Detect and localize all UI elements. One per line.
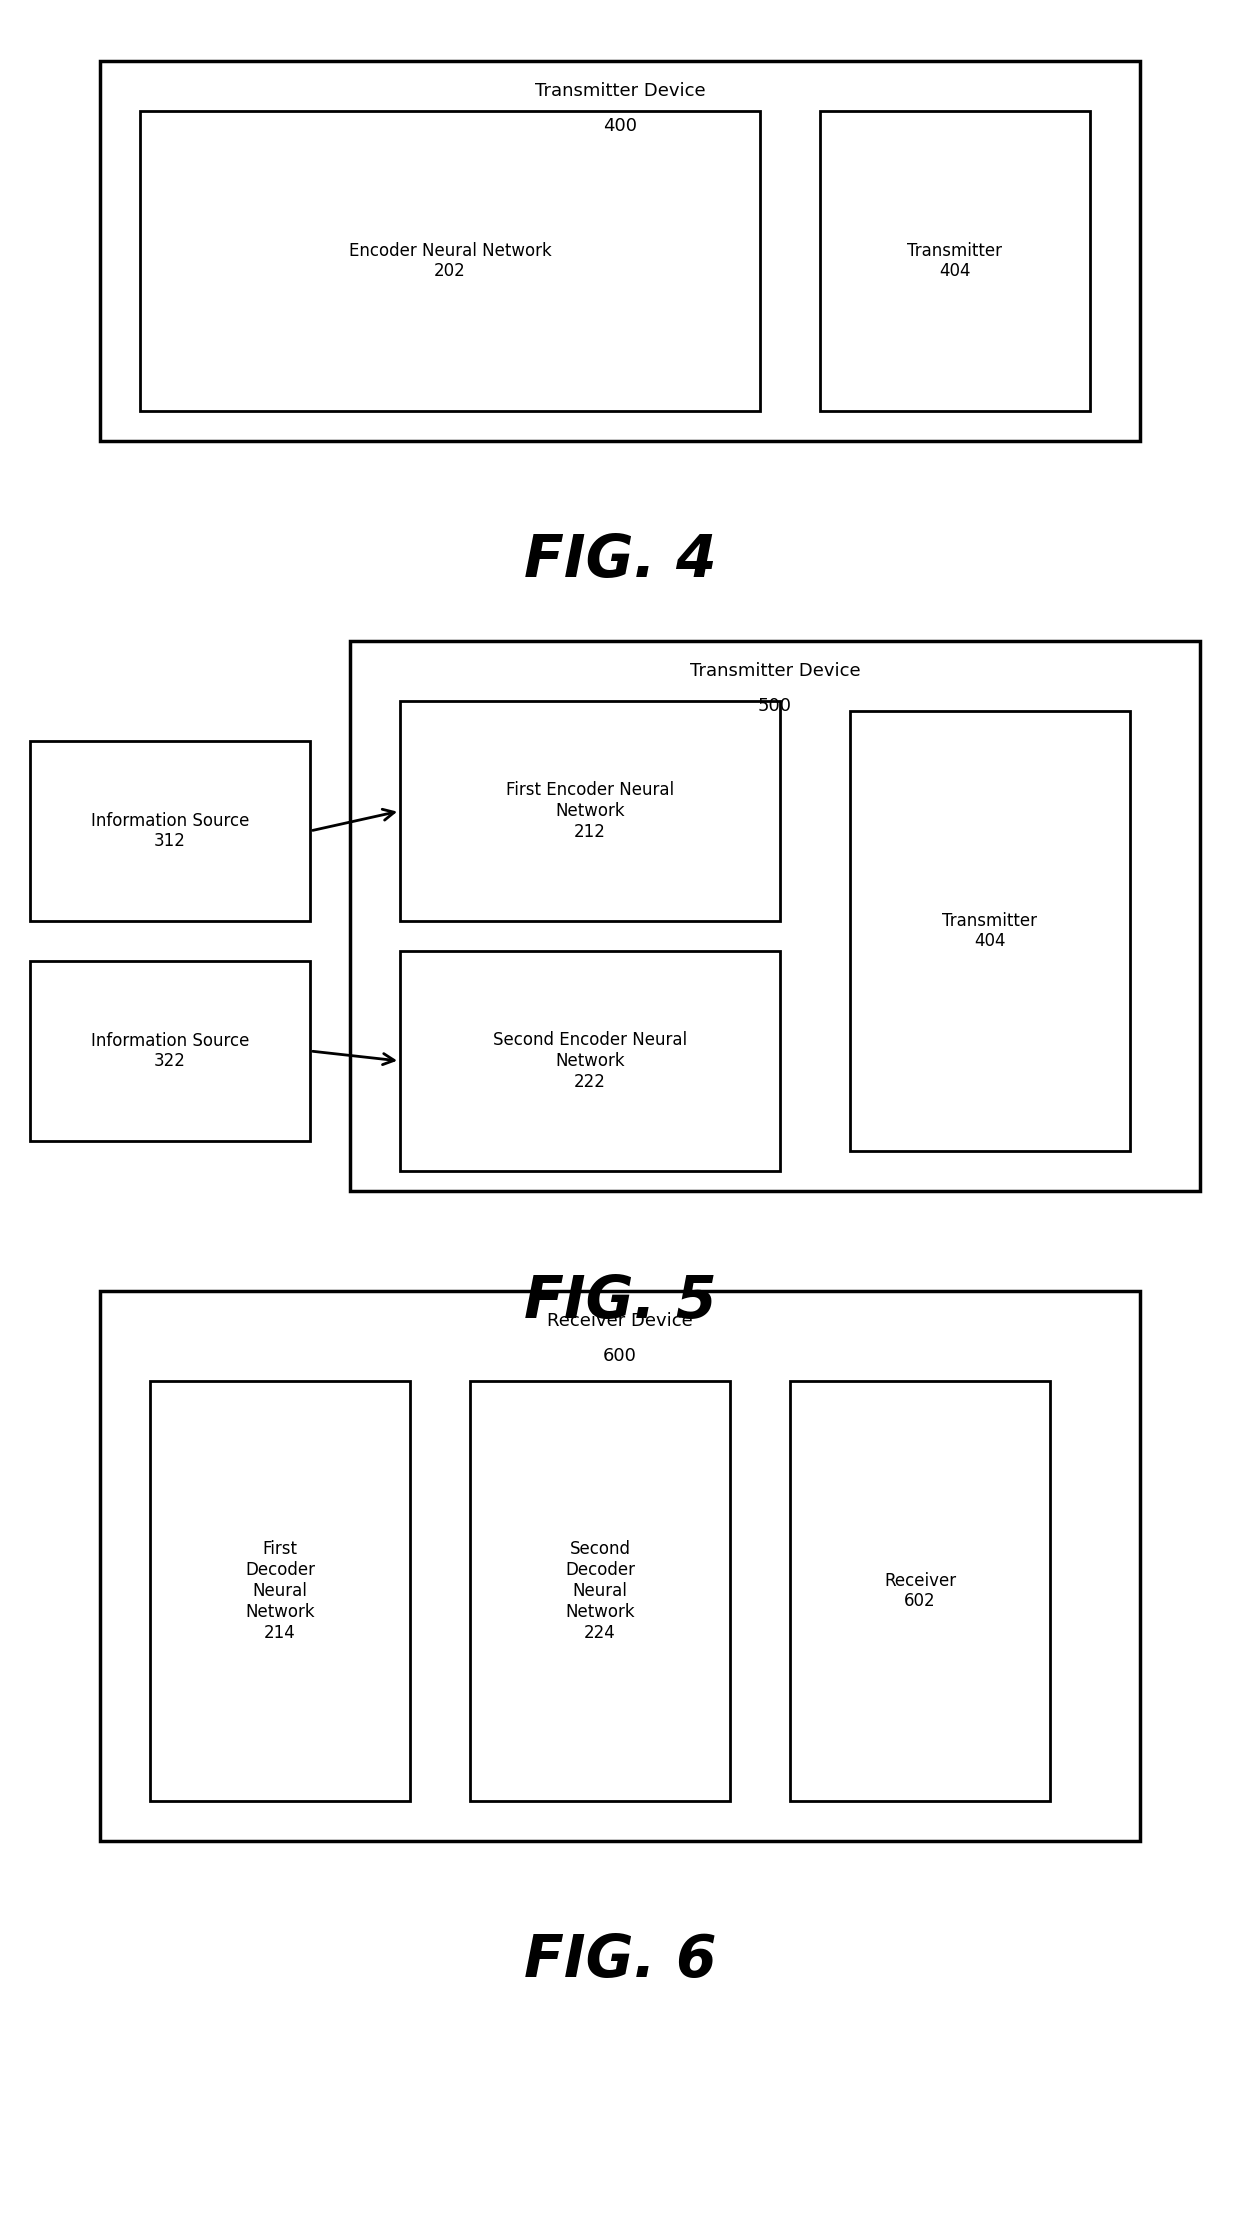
Bar	[100, 60, 1140, 442]
Bar	[849, 711, 1130, 1150]
Bar	[30, 962, 310, 1142]
Text: Information Source
312: Information Source 312	[91, 811, 249, 851]
Bar	[350, 642, 1200, 1190]
Text: Transmitter Device: Transmitter Device	[689, 662, 861, 680]
Text: Receiver Device: Receiver Device	[547, 1313, 693, 1330]
Text: 500: 500	[758, 697, 792, 715]
Bar	[401, 702, 780, 922]
Bar	[100, 1290, 1140, 1841]
Text: Second Encoder Neural
Network
222: Second Encoder Neural Network 222	[494, 1031, 687, 1091]
Bar	[140, 111, 760, 411]
Bar	[470, 1381, 730, 1801]
Text: Transmitter
404: Transmitter 404	[908, 242, 1002, 280]
Bar	[30, 742, 310, 922]
Text: Encoder Neural Network
202: Encoder Neural Network 202	[348, 242, 552, 280]
Text: First
Decoder
Neural
Network
214: First Decoder Neural Network 214	[246, 1541, 315, 1641]
Text: 400: 400	[603, 118, 637, 135]
Bar	[790, 1381, 1050, 1801]
Text: FIG. 4: FIG. 4	[523, 533, 717, 589]
Text: First Encoder Neural
Network
212: First Encoder Neural Network 212	[506, 782, 675, 842]
Bar	[401, 951, 780, 1170]
Text: FIG. 6: FIG. 6	[523, 1932, 717, 1990]
Text: Receiver
602: Receiver 602	[884, 1572, 956, 1610]
Bar	[150, 1381, 410, 1801]
Text: Second
Decoder
Neural
Network
224: Second Decoder Neural Network 224	[565, 1541, 635, 1641]
Text: 600: 600	[603, 1346, 637, 1366]
Bar	[820, 111, 1090, 411]
Text: FIG. 5: FIG. 5	[523, 1273, 717, 1330]
Text: Transmitter Device: Transmitter Device	[534, 82, 706, 100]
Text: Information Source
322: Information Source 322	[91, 1031, 249, 1071]
Text: Transmitter
404: Transmitter 404	[942, 911, 1038, 951]
